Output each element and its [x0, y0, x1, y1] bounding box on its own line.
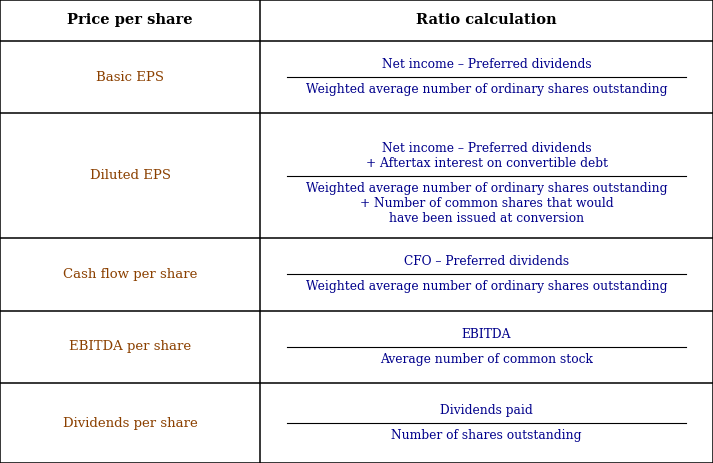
Text: Price per share: Price per share: [67, 13, 193, 27]
Text: Net income – Preferred dividends
+ Aftertax interest on convertible debt: Net income – Preferred dividends + After…: [366, 142, 607, 170]
Text: Weighted average number of ordinary shares outstanding: Weighted average number of ordinary shar…: [306, 280, 667, 293]
Text: Weighted average number of ordinary shares outstanding
+ Number of common shares: Weighted average number of ordinary shar…: [306, 181, 667, 225]
Text: Diluted EPS: Diluted EPS: [90, 169, 170, 182]
Text: Dividends paid: Dividends paid: [440, 404, 533, 417]
Text: Dividends per share: Dividends per share: [63, 417, 198, 430]
Text: CFO – Preferred dividends: CFO – Preferred dividends: [404, 256, 569, 269]
Text: Number of shares outstanding: Number of shares outstanding: [391, 429, 582, 442]
Text: Ratio calculation: Ratio calculation: [416, 13, 557, 27]
Text: Cash flow per share: Cash flow per share: [63, 268, 198, 281]
Text: Weighted average number of ordinary shares outstanding: Weighted average number of ordinary shar…: [306, 83, 667, 96]
Text: Net income – Preferred dividends: Net income – Preferred dividends: [381, 58, 592, 71]
Text: Average number of common stock: Average number of common stock: [380, 353, 593, 366]
Text: EBITDA per share: EBITDA per share: [69, 340, 191, 353]
Text: Basic EPS: Basic EPS: [96, 70, 164, 84]
Text: EBITDA: EBITDA: [462, 328, 511, 341]
